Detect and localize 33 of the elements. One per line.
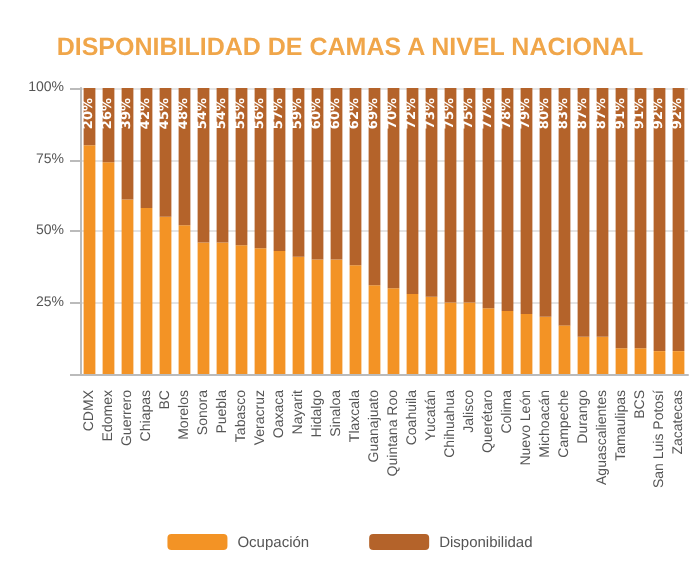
bar <box>482 308 495 374</box>
bar <box>634 348 647 374</box>
bar <box>83 145 96 374</box>
bar <box>406 293 419 374</box>
bar <box>520 313 533 374</box>
bar <box>577 336 590 374</box>
bar <box>501 311 514 374</box>
chart-title: DISPONIBILIDAD DE CAMAS A NIVEL NACIONAL <box>56 33 645 61</box>
bar <box>121 199 134 374</box>
bar <box>444 302 457 374</box>
bar <box>102 162 115 374</box>
bar <box>235 245 248 374</box>
bar <box>292 256 305 374</box>
bar <box>159 216 172 374</box>
bar <box>558 325 571 374</box>
bar <box>254 248 267 374</box>
bar <box>349 265 362 374</box>
bar <box>615 348 628 374</box>
bar <box>368 285 381 374</box>
bar <box>273 251 286 374</box>
bar <box>672 351 685 374</box>
bar <box>311 259 324 374</box>
bar <box>140 208 153 374</box>
bar <box>463 302 476 374</box>
bar <box>387 288 400 374</box>
bar <box>539 316 552 374</box>
bar <box>216 242 229 374</box>
bar <box>653 351 666 374</box>
bar <box>330 259 343 374</box>
bar <box>178 225 191 374</box>
bar <box>197 242 210 374</box>
bar <box>596 336 609 374</box>
bar <box>425 296 438 374</box>
